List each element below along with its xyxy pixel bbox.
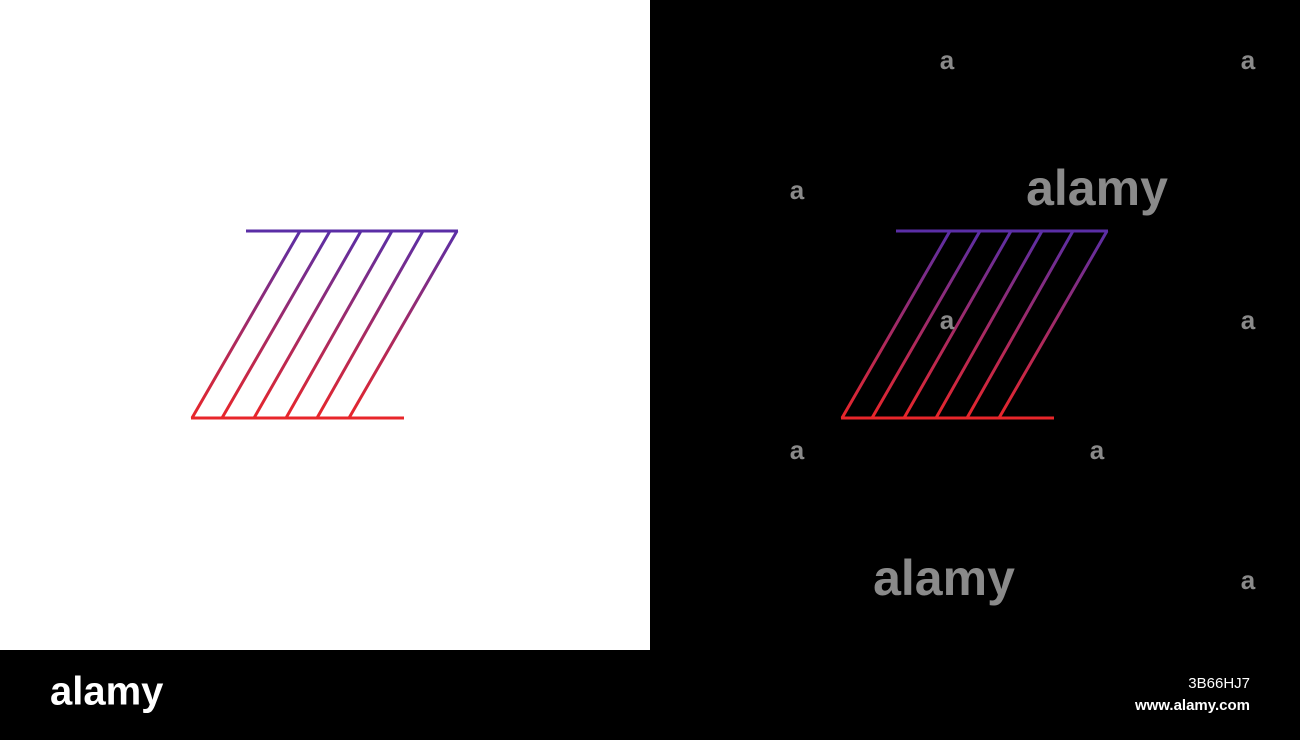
site-url: www.alamy.com xyxy=(1134,697,1250,714)
watermark: a xyxy=(790,175,805,205)
footer xyxy=(0,650,1300,740)
watermark: alamy xyxy=(1026,160,1168,216)
watermark: a xyxy=(1241,45,1256,75)
watermark: a xyxy=(1241,305,1256,335)
watermark: a xyxy=(1241,565,1256,595)
watermark: alamy xyxy=(873,550,1015,606)
watermark: a xyxy=(790,435,805,465)
dark-panel xyxy=(650,0,1300,650)
logo xyxy=(840,229,1109,420)
light-panel xyxy=(0,0,650,650)
watermark: a xyxy=(940,45,955,75)
watermark: a xyxy=(940,305,955,335)
watermark: a xyxy=(1090,435,1105,465)
logo xyxy=(190,229,459,420)
brand-logo: alamy xyxy=(50,670,164,714)
image-id: 3B66HJ7 xyxy=(1188,675,1250,692)
